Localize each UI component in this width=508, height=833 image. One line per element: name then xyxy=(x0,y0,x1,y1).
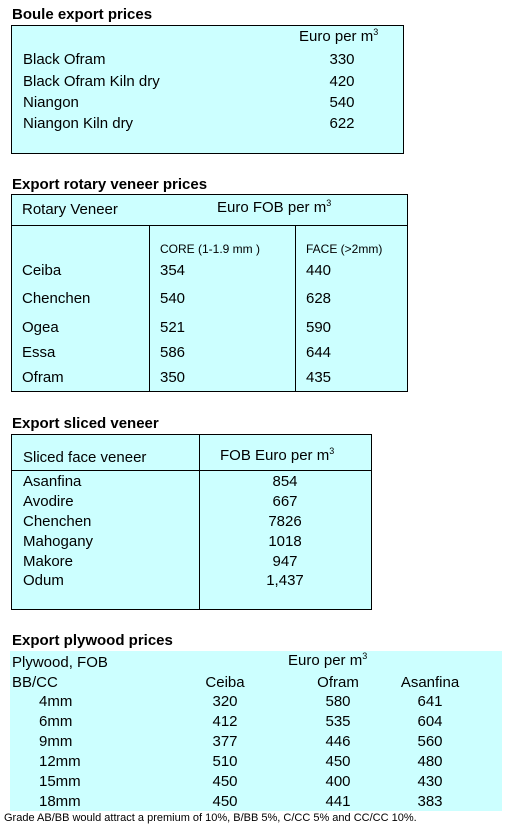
plywood-row-size: 18mm xyxy=(39,793,81,810)
boule-row-name: Black Ofram Kiln dry xyxy=(23,73,160,90)
plywood-row-value: 446 xyxy=(325,733,351,750)
plywood-row-value: 377 xyxy=(212,733,238,750)
rotary-row-core: 586 xyxy=(160,344,186,361)
sliced-row-price: 947 xyxy=(272,553,298,570)
sliced-table: Sliced face veneer FOB Euro per m3 Asanf… xyxy=(11,434,372,610)
rotary-col-divider xyxy=(149,225,150,392)
rotary-row-name: Ceiba xyxy=(22,262,62,279)
plywood-row-value: 400 xyxy=(325,773,351,790)
rotary-col-header: Rotary Veneer xyxy=(22,201,118,218)
plywood-row-value: 450 xyxy=(212,793,238,810)
boule-unit-header: Euro per m3 xyxy=(299,27,379,46)
plywood-footnote: Grade AB/BB would attract a premium of 1… xyxy=(4,812,417,824)
rotary-row-core: 521 xyxy=(160,319,186,336)
sliced-row-price: 1018 xyxy=(268,533,302,550)
boule-row-price: 622 xyxy=(329,115,355,132)
plywood-unit-header: Euro per m3 xyxy=(288,651,368,670)
rotary-row-name: Essa xyxy=(22,344,56,361)
plywood-col-ofram: Ofram xyxy=(317,674,359,691)
plywood-row-value: 580 xyxy=(325,693,351,710)
rotary-row-name: Ogea xyxy=(22,319,59,336)
sliced-row-name: Asanfina xyxy=(23,473,82,490)
rotary-row-face: 435 xyxy=(306,369,332,386)
plywood-row-value: 450 xyxy=(212,773,238,790)
rotary-unit-header: Euro FOB per m3 xyxy=(217,198,332,217)
sliced-col-header: Sliced face veneer xyxy=(23,449,147,466)
plywood-row-size: 9mm xyxy=(39,733,73,750)
plywood-row-value: 320 xyxy=(212,693,238,710)
sliced-row-price: 1,437 xyxy=(266,572,304,589)
sliced-unit-header: FOB Euro per m3 xyxy=(220,446,335,465)
rotary-row-core: 350 xyxy=(160,369,186,386)
plywood-row-size: 6mm xyxy=(39,713,73,730)
rotary-row-face: 628 xyxy=(306,290,332,307)
rotary-row-face: 644 xyxy=(306,344,332,361)
plywood-header-label: Plywood, FOB xyxy=(12,654,108,671)
rotary-header-divider xyxy=(12,225,407,226)
plywood-row-value: 430 xyxy=(417,773,443,790)
plywood-row-value: 412 xyxy=(212,713,238,730)
sliced-header-divider xyxy=(12,470,371,471)
plywood-row-value: 560 xyxy=(417,733,443,750)
plywood-row-value: 450 xyxy=(325,753,351,770)
boule-table: Euro per m3 Black Ofram 330 Black Ofram … xyxy=(11,25,404,154)
rotary-table: Rotary Veneer Euro FOB per m3 CORE (1-1.… xyxy=(11,194,408,392)
plywood-row-value: 641 xyxy=(417,693,443,710)
plywood-row-value: 383 xyxy=(417,793,443,810)
sliced-col-divider xyxy=(199,435,200,610)
rotary-row-core: 540 xyxy=(160,290,186,307)
rotary-row-face: 440 xyxy=(306,262,332,279)
rotary-row-name: Chenchen xyxy=(22,290,91,307)
sliced-row-name: Avodire xyxy=(23,493,74,510)
plywood-title: Export plywood prices xyxy=(12,632,173,649)
plywood-row-value: 604 xyxy=(417,713,443,730)
plywood-col-asanfina: Asanfina xyxy=(400,674,460,691)
sliced-row-price: 854 xyxy=(272,473,298,490)
sliced-title: Export sliced veneer xyxy=(12,415,159,432)
rotary-title: Export rotary veneer prices xyxy=(12,176,208,193)
boule-title: Boule export prices xyxy=(12,6,153,23)
boule-row-name: Black Ofram xyxy=(23,51,106,68)
plywood-row-value: 480 xyxy=(417,753,443,770)
plywood-row-size: 12mm xyxy=(39,753,81,770)
sliced-row-price: 667 xyxy=(272,493,298,510)
plywood-grade-label: BB/CC xyxy=(12,674,58,691)
boule-row-price: 420 xyxy=(329,73,355,90)
rotary-col-divider xyxy=(295,225,296,392)
boule-row-price: 330 xyxy=(329,51,355,68)
rotary-row-face: 590 xyxy=(306,319,332,336)
plywood-row-size: 15mm xyxy=(39,773,81,790)
plywood-col-ceiba: Ceiba xyxy=(205,674,245,691)
boule-row-name: Niangon xyxy=(23,94,79,111)
sliced-row-price: 7826 xyxy=(268,513,302,530)
rotary-face-label: FACE (>2mm) xyxy=(306,242,383,256)
plywood-row-size: 4mm xyxy=(39,693,73,710)
plywood-row-value: 510 xyxy=(212,753,238,770)
rotary-row-core: 354 xyxy=(160,262,186,279)
boule-row-name: Niangon Kiln dry xyxy=(23,115,134,132)
plywood-row-value: 535 xyxy=(325,713,351,730)
plywood-table: Plywood, FOB Euro per m3 BB/CC Ceiba Ofr… xyxy=(10,651,502,811)
plywood-row-value: 441 xyxy=(325,793,351,810)
rotary-row-name: Ofram xyxy=(22,369,64,386)
rotary-core-label: CORE (1-1.9 mm ) xyxy=(160,242,261,256)
sliced-row-name: Odum xyxy=(23,572,64,589)
sliced-row-name: Mahogany xyxy=(23,533,94,550)
sliced-row-name: Makore xyxy=(23,553,74,570)
sliced-row-name: Chenchen xyxy=(23,513,92,530)
boule-row-price: 540 xyxy=(329,94,355,111)
